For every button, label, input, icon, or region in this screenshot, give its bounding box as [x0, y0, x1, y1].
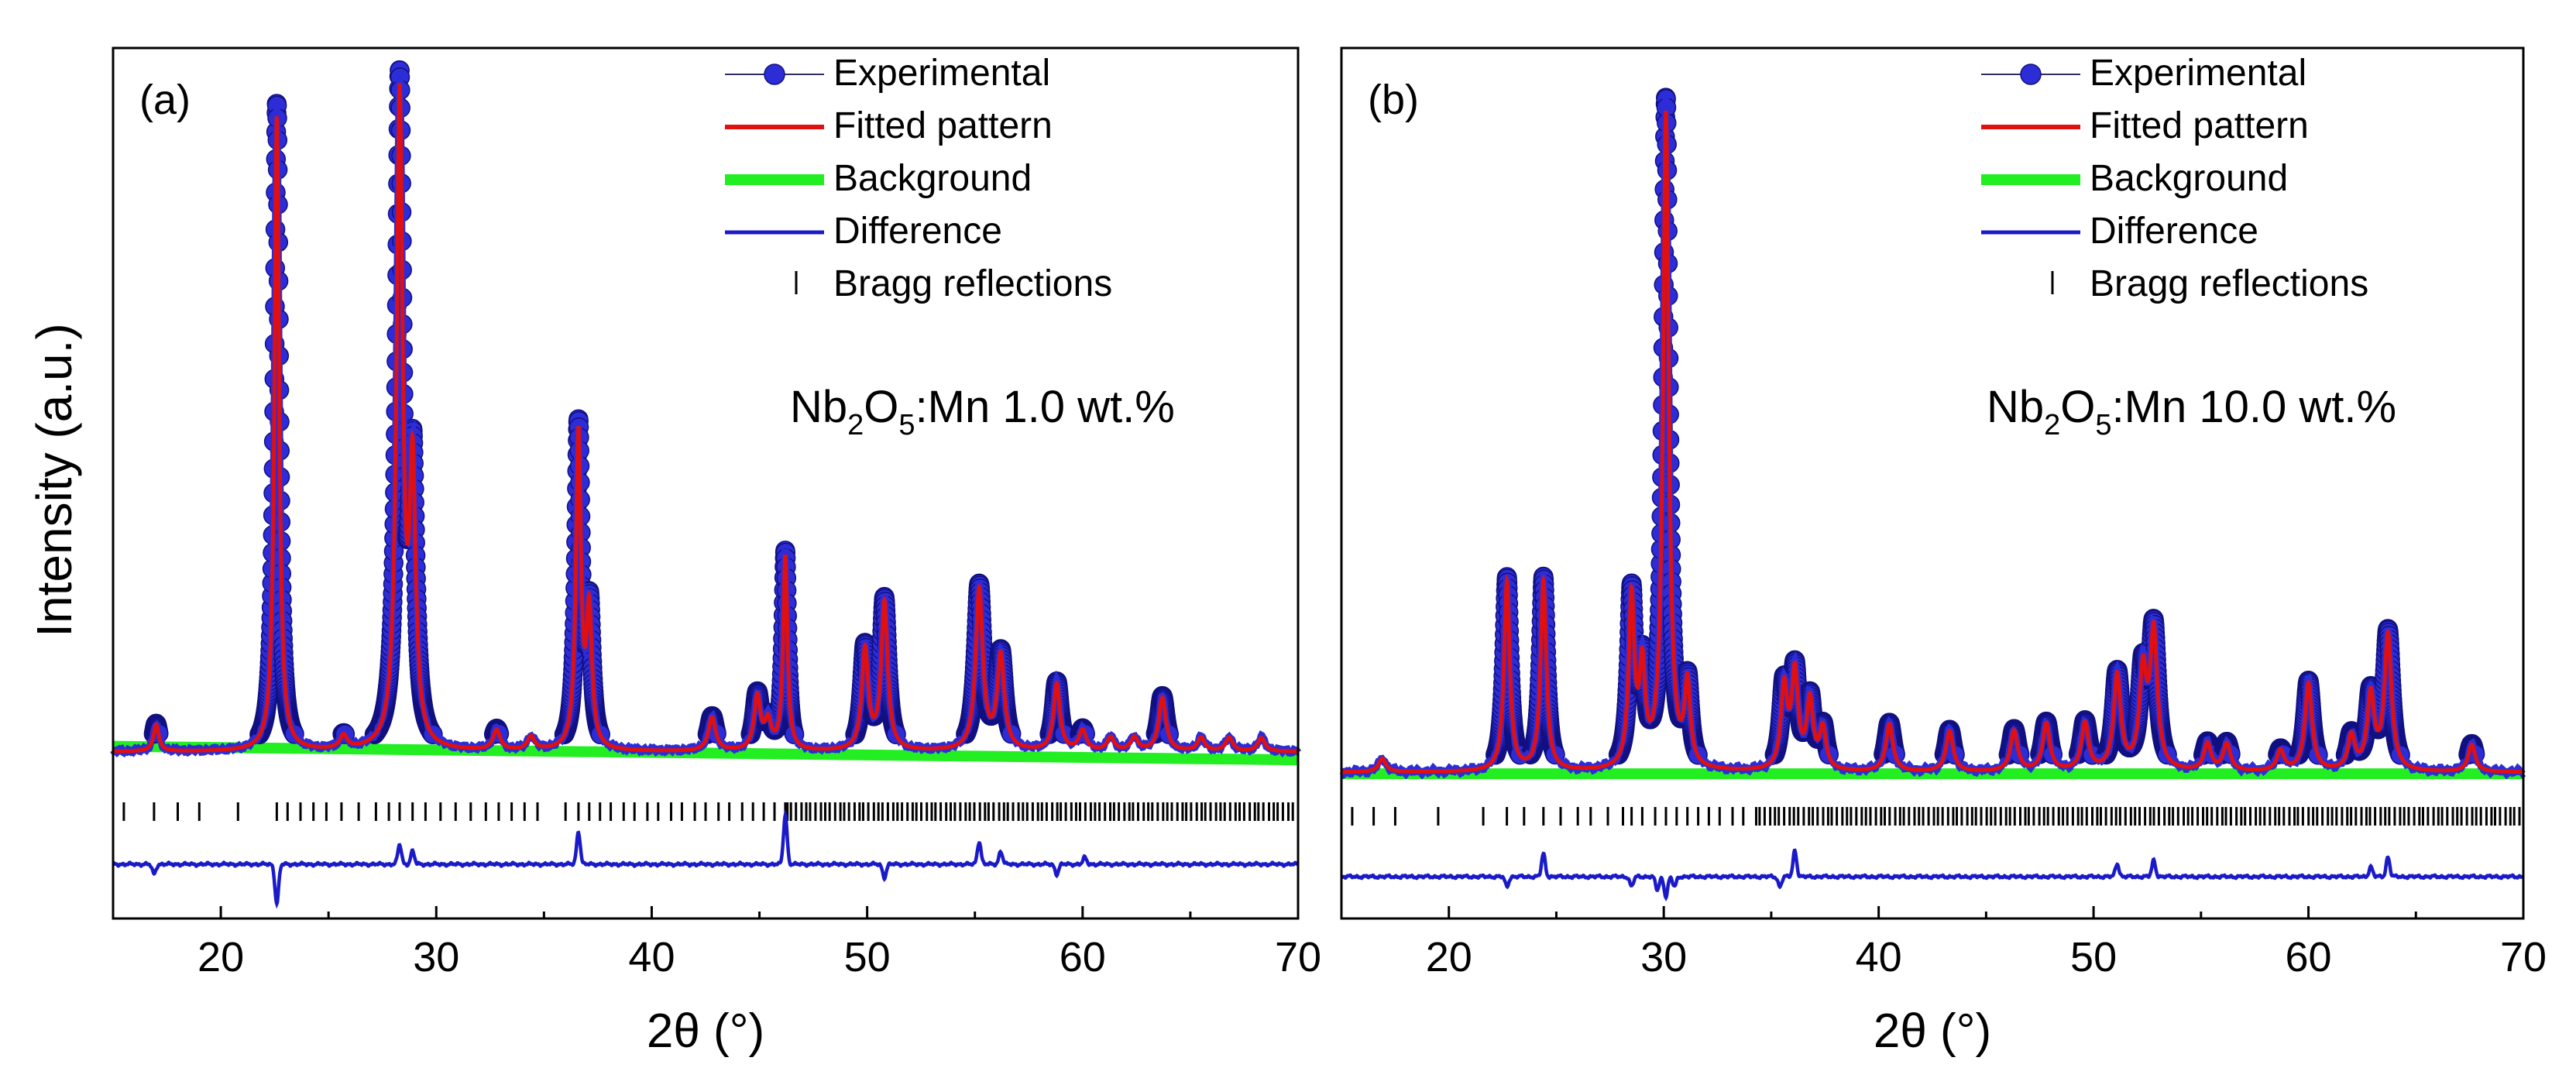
panel-a-x-tick-label-20: 20 — [197, 934, 244, 980]
panel-a-x-tick-label-60: 60 — [1060, 934, 1106, 980]
panel-a-sample-nb: Nb — [790, 382, 847, 432]
panel-a-legend-experimental-label: Experimental — [833, 53, 1050, 94]
panel-a-legend-experimental-marker — [764, 64, 785, 85]
panel-b-legend-background-label: Background — [2090, 158, 2288, 199]
panel-b-x-tick-label-70: 70 — [2500, 934, 2547, 980]
panel-b-sample-sub2: 2 — [2044, 409, 2060, 441]
panel-b-sample-suffix: :Mn 10.0 wt.% — [2112, 382, 2396, 432]
panel-a-x-tick-label-30: 30 — [413, 934, 459, 980]
panel-b-legend-bragg-label: Bragg reflections — [2090, 263, 2368, 304]
panel-b-sample-nb: Nb — [1987, 382, 2044, 432]
panel-a-legend-background-label: Background — [833, 158, 1032, 199]
panel-b-sample-o: O — [2060, 382, 2095, 432]
panel-b-legend-difference-label: Difference — [2090, 211, 2258, 252]
panel-a: 20 30 40 50 60 70 (a) Nb2O5:Mn 1.0 wt.% Exper… — [110, 46, 1321, 1058]
panel-a-legend-fitted-label: Fitted pattern — [833, 105, 1053, 146]
panel-b-legend-experimental-label: Experimental — [2090, 53, 2306, 94]
panel-a-legend-bragg-label: Bragg reflections — [833, 263, 1112, 304]
panel-a-x-tick-label-50: 50 — [844, 934, 891, 980]
panel-b-legend-bragg: Bragg reflections — [2051, 263, 2368, 304]
panel-b-legend-experimental-marker — [2020, 64, 2042, 85]
panel-a-legend-difference-label: Difference — [833, 211, 1002, 252]
panel-b-x-tick-label-20: 20 — [1426, 934, 1472, 980]
panel-b-legend-fitted-label: Fitted pattern — [2090, 105, 2309, 146]
panel-a-x-tick-label-70: 70 — [1275, 934, 1321, 980]
panel-a-sample-suffix: :Mn 1.0 wt.% — [915, 382, 1175, 432]
panel-b-x-axis-label: 2θ (°) — [1874, 1004, 1991, 1058]
panel-a-sample-sub5: 5 — [898, 409, 915, 441]
panel-b-x-tick-label-60: 60 — [2286, 934, 2332, 980]
panel-a-label: (a) — [139, 77, 191, 123]
panel-b-label: (b) — [1368, 77, 1419, 123]
panel-a-sample-sub2: 2 — [847, 409, 864, 441]
panel-a-x-tick-label-40: 40 — [628, 934, 675, 980]
panel-a-sample-o: O — [864, 382, 898, 432]
panel-a-legend-bragg: Bragg reflections — [795, 263, 1112, 304]
panel-b-x-tick-label-30: 30 — [1640, 934, 1687, 980]
panel-b-x-tick-label-40: 40 — [1856, 934, 1902, 980]
panel-b-x-tick-label-50: 50 — [2070, 934, 2117, 980]
panel-b-sample-sub5: 5 — [2095, 409, 2111, 441]
panel-a-plot-area — [110, 60, 1301, 909]
panel-a-x-axis-label: 2θ (°) — [647, 1004, 764, 1058]
y-axis-label: Intensity (a.u.) — [26, 323, 82, 637]
